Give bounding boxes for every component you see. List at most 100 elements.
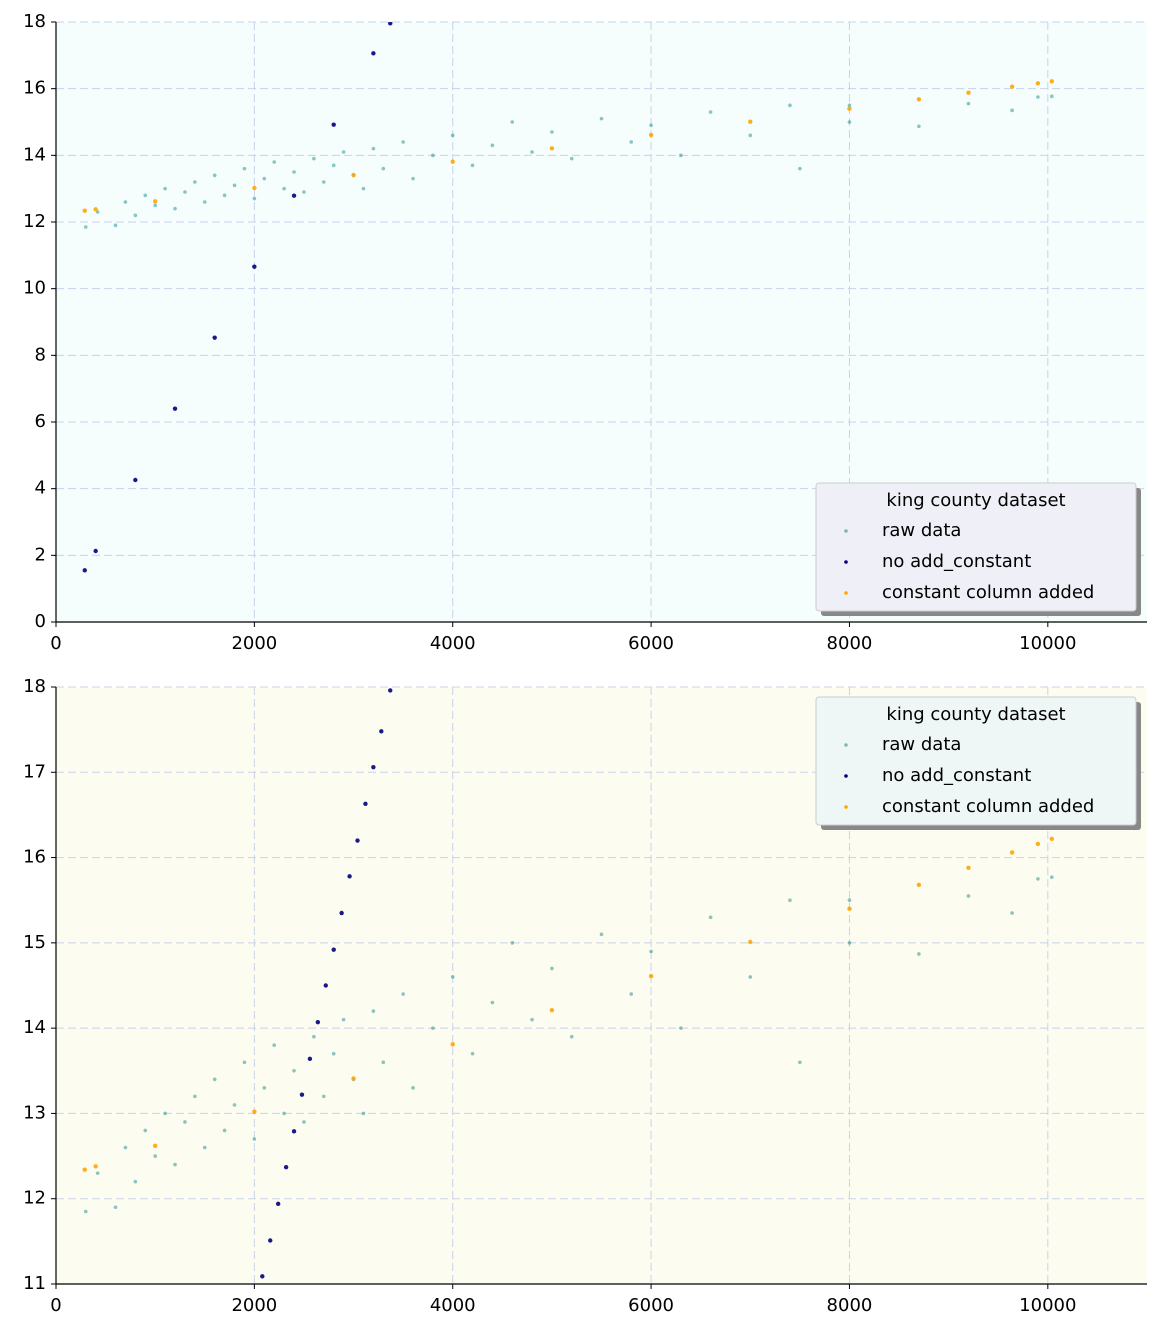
- point: [222, 193, 227, 198]
- point: [847, 103, 852, 108]
- legend-box: [815, 696, 1137, 826]
- point: [268, 1238, 273, 1243]
- point: [450, 975, 455, 979]
- point: [649, 123, 653, 128]
- point: [82, 568, 87, 573]
- point: [798, 1060, 802, 1065]
- subplot: 0 2000 4000 6000 8000 10000 0 2 4 6 8 10 12 14 16 18 kin…: [23, 11, 1147, 654]
- point: [450, 159, 455, 164]
- point: [153, 203, 157, 208]
- point: [341, 1017, 346, 1022]
- x-tick-label: 10000: [1019, 633, 1076, 654]
- point: [470, 163, 475, 168]
- point: [379, 729, 384, 734]
- point: [363, 801, 368, 807]
- x-tick-label: 6000: [628, 1295, 674, 1316]
- legend-title: king county dataset: [886, 490, 1065, 511]
- point: [282, 1111, 286, 1116]
- point: [371, 51, 376, 56]
- y-tick-label: 0: [35, 611, 46, 632]
- point: [401, 140, 405, 144]
- x-tick-label: 6000: [628, 633, 674, 654]
- point: [93, 548, 98, 554]
- point: [708, 915, 713, 920]
- point: [1049, 836, 1054, 842]
- point: [599, 932, 604, 937]
- legend-label: constant column added: [882, 582, 1094, 603]
- point: [847, 898, 852, 903]
- point: [648, 132, 654, 138]
- point: [339, 910, 344, 916]
- point: [163, 186, 167, 191]
- point: [847, 906, 852, 911]
- point: [916, 882, 922, 888]
- x-tick-label: 4000: [430, 633, 476, 654]
- point: [331, 1051, 336, 1056]
- point: [202, 1145, 207, 1150]
- legend-label: raw data: [882, 734, 961, 755]
- point: [193, 180, 197, 184]
- point: [123, 1145, 128, 1150]
- point: [133, 1179, 138, 1184]
- legend-marker: [844, 591, 848, 595]
- point: [1035, 841, 1041, 847]
- point: [549, 146, 555, 151]
- point: [1009, 850, 1015, 855]
- point: [275, 1201, 281, 1207]
- point: [123, 200, 128, 204]
- point: [748, 119, 753, 124]
- point: [629, 992, 634, 996]
- point: [648, 973, 654, 979]
- point: [323, 983, 328, 988]
- point: [450, 1042, 455, 1047]
- point: [788, 898, 792, 903]
- point: [401, 992, 405, 996]
- point: [411, 176, 415, 181]
- point: [916, 97, 922, 102]
- legend-title: king county dataset: [886, 704, 1065, 725]
- y-tick-label: 8: [35, 344, 46, 365]
- point: [262, 176, 267, 181]
- point: [966, 90, 971, 95]
- point: [361, 186, 366, 191]
- point: [291, 193, 297, 198]
- point: [183, 190, 187, 194]
- point: [143, 193, 148, 198]
- point: [1049, 79, 1054, 84]
- y-tick-label: 14: [23, 1017, 46, 1038]
- point: [202, 200, 207, 204]
- point: [143, 1128, 148, 1133]
- point: [966, 101, 971, 106]
- point: [599, 116, 604, 121]
- point: [183, 1120, 187, 1124]
- y-tick-label: 12: [23, 211, 46, 232]
- y-tick-label: 15: [23, 932, 46, 953]
- point: [530, 1017, 534, 1022]
- point: [260, 1274, 265, 1279]
- point: [679, 1026, 683, 1030]
- point: [569, 1034, 574, 1039]
- point: [355, 838, 360, 843]
- point: [847, 120, 852, 124]
- x-tick-label: 2000: [231, 633, 277, 654]
- point: [83, 1209, 88, 1214]
- point: [798, 166, 802, 171]
- point: [193, 1094, 197, 1099]
- point: [388, 688, 393, 693]
- point: [302, 190, 306, 194]
- point: [431, 1026, 435, 1030]
- point: [152, 199, 158, 204]
- point: [133, 477, 138, 483]
- points: [82, 688, 1054, 1279]
- y-tick-label: 12: [23, 1188, 46, 1209]
- y-tick-label: 11: [23, 1273, 46, 1294]
- point: [82, 1167, 87, 1172]
- point: [222, 1128, 227, 1133]
- point: [252, 185, 257, 191]
- point: [152, 1143, 158, 1149]
- points: [82, 22, 1054, 573]
- point: [341, 150, 346, 154]
- point: [113, 1205, 118, 1210]
- point: [371, 1009, 376, 1013]
- point: [450, 133, 455, 138]
